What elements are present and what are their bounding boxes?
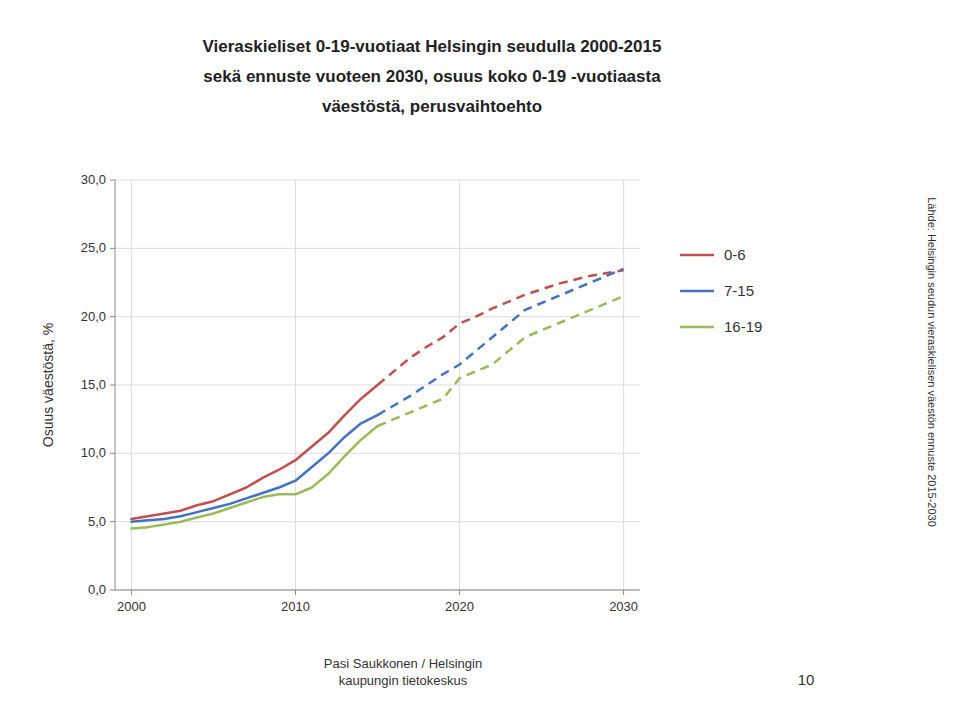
- legend-label: 7-15: [724, 282, 754, 299]
- legend-swatch: [680, 326, 714, 329]
- grid-line: [459, 180, 460, 590]
- tick: [110, 316, 115, 317]
- tick: [131, 590, 132, 595]
- tick-label: 25,0: [81, 240, 106, 255]
- grid-line: [115, 180, 640, 181]
- tick-label: 2020: [445, 599, 474, 614]
- tick-label: 5,0: [88, 514, 106, 529]
- page-number: 10: [798, 671, 815, 688]
- tick-label: 20,0: [81, 309, 106, 324]
- line: [131, 426, 377, 529]
- tick: [110, 180, 115, 181]
- tick-label: 2030: [609, 599, 638, 614]
- legend-label: 0-6: [724, 246, 746, 263]
- grid-line: [295, 180, 296, 590]
- tick: [459, 590, 460, 595]
- grid-line: [115, 248, 640, 249]
- tick: [110, 590, 115, 591]
- tick: [110, 248, 115, 249]
- tick-label: 15,0: [81, 377, 106, 392]
- grid-line: [115, 316, 640, 317]
- y-axis: [115, 180, 116, 590]
- line: [378, 296, 624, 426]
- tick: [110, 385, 115, 386]
- grid-line: [115, 521, 640, 522]
- legend: 0-6 7-15 16-19: [680, 246, 762, 335]
- tick: [110, 453, 115, 454]
- grid: [115, 180, 640, 590]
- line: [378, 270, 624, 385]
- tick-label: 0,0: [88, 582, 106, 597]
- grid-line: [115, 590, 640, 591]
- tick: [295, 590, 296, 595]
- tick: [623, 590, 624, 595]
- tick-label: 2000: [117, 599, 146, 614]
- grid-line: [623, 180, 624, 590]
- legend-swatch: [680, 254, 714, 257]
- line: [378, 269, 624, 415]
- source: Lähde: Helsingin seudun vieraskielisen v…: [926, 197, 938, 527]
- lines: [131, 269, 623, 529]
- tick-label: 10,0: [81, 445, 106, 460]
- tick-label: 2010: [281, 599, 310, 614]
- title: Vieraskieliset 0-19-vuotiaat Helsingin s…: [203, 37, 662, 116]
- grid-line: [115, 453, 640, 454]
- y-axis-label: Osuus väestöstä, %: [40, 323, 56, 448]
- x-axis: [115, 590, 640, 591]
- chart: Vieraskieliset 0-19-vuotiaat Helsingin s…: [0, 0, 960, 724]
- legend-swatch: [680, 290, 714, 293]
- legend-label: 16-19: [724, 318, 762, 335]
- tick: [110, 521, 115, 522]
- line: [131, 415, 377, 522]
- tick-label: 30,0: [81, 172, 106, 187]
- footer: Pasi Saukkonen / Helsinginkaupungin tiet…: [324, 656, 482, 688]
